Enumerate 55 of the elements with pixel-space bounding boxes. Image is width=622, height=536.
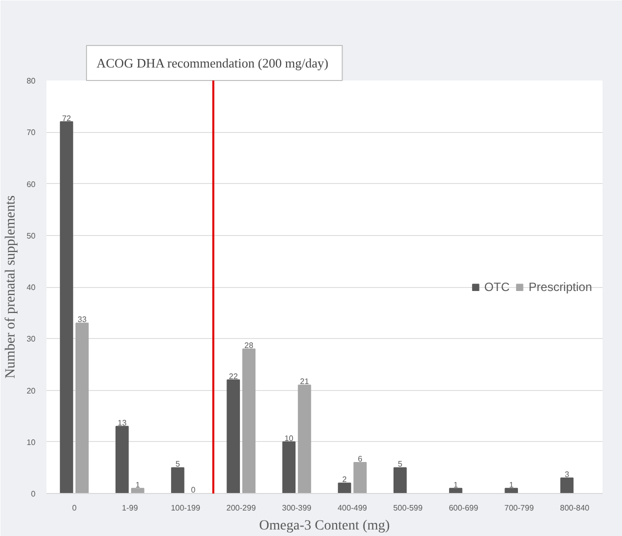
data-label: 1 [453, 480, 458, 490]
ref-line-label: ACOG DHA recommendation (200 mg/day) [96, 56, 328, 70]
bar [242, 348, 256, 494]
data-label: 2 [342, 475, 348, 484]
x-tick-label: 1-99 [122, 504, 138, 512]
data-label: 22 [228, 372, 238, 381]
data-label: 28 [244, 340, 254, 350]
y-tick-label: 0 [31, 490, 36, 498]
data-label: 33 [78, 315, 88, 324]
data-label: 6 [358, 454, 363, 464]
bar [60, 121, 74, 494]
x-tick-label: 100-199 [170, 504, 201, 512]
legend-label: OTC [484, 280, 510, 294]
bar [394, 467, 407, 494]
x-tick-label: 800-840 [560, 504, 590, 512]
bar [338, 482, 352, 494]
bar [131, 488, 144, 494]
bar [298, 384, 312, 494]
bar [116, 426, 129, 494]
bar [504, 488, 518, 494]
bar [171, 467, 184, 494]
data-label: 5 [398, 460, 403, 469]
bar [560, 478, 574, 494]
x-tick-label: 300-399 [282, 504, 312, 512]
data-label: 72 [62, 114, 72, 123]
y-tick-label: 10 [26, 438, 36, 447]
data-label: 3 [564, 470, 570, 480]
y-tick-label: 80 [26, 76, 36, 86]
data-label: 1 [135, 480, 140, 490]
x-tick-label: 0 [72, 504, 78, 512]
x-tick-label: 500-599 [393, 504, 424, 512]
x-tick-label: 700-799 [504, 504, 534, 512]
y-axis-title: Number of prenatal supplements [4, 195, 19, 379]
data-label: 13 [118, 418, 128, 428]
data-label: 21 [300, 377, 310, 386]
bar [282, 441, 296, 494]
x-tick-label: 400-499 [338, 504, 368, 512]
x-tick-label: 600-699 [448, 504, 479, 512]
y-tick-label: 20 [26, 386, 36, 396]
y-tick-label: 60 [26, 180, 36, 189]
y-tick-label: 30 [26, 334, 36, 344]
y-tick-label: 50 [26, 231, 36, 240]
data-label: 0 [191, 486, 196, 494]
bar [353, 462, 367, 494]
y-tick-label: 40 [26, 283, 36, 292]
x-axis-title: Omega-3 Content (mg) [259, 518, 390, 534]
bar [449, 488, 462, 494]
y-tick-label: 70 [26, 128, 36, 138]
bar [75, 322, 89, 494]
data-label: 5 [175, 460, 180, 469]
data-label: 10 [284, 434, 294, 443]
data-label: 1 [509, 480, 514, 490]
x-tick-label: 200-299 [226, 504, 256, 512]
bar [226, 379, 240, 494]
legend-label: Prescription [528, 280, 592, 294]
